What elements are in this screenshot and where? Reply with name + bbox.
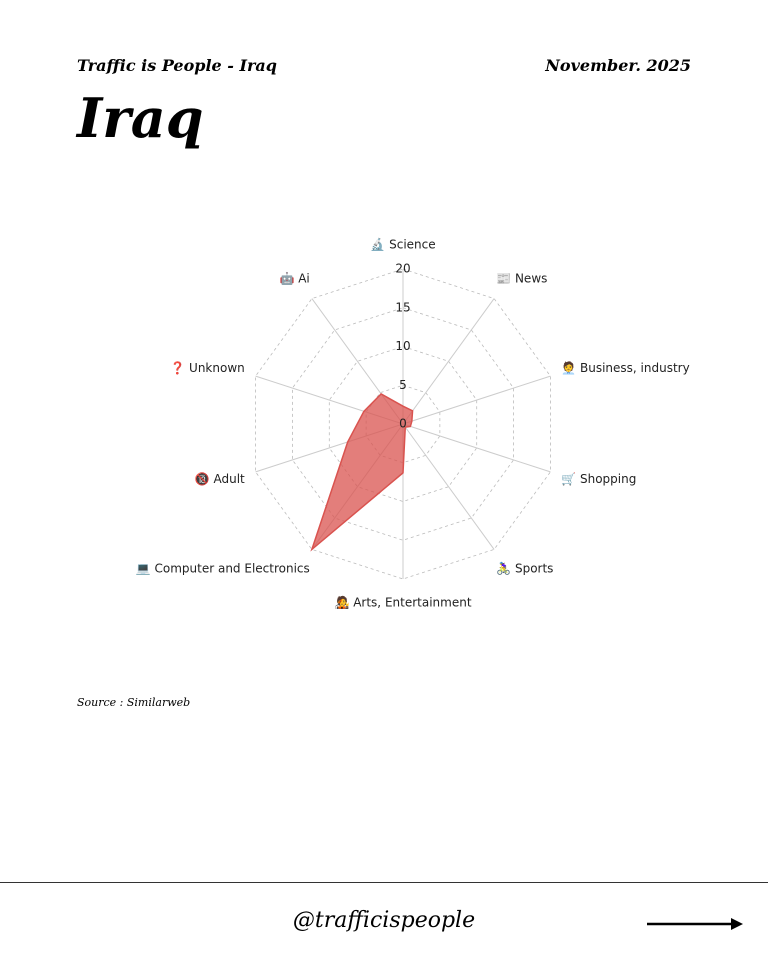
handle: @trafficispeople <box>292 908 476 933</box>
spoke <box>402 423 551 473</box>
grid-ring <box>255 268 551 580</box>
grid-ring <box>328 346 478 502</box>
axis-label: 🤖 Ai <box>279 272 309 286</box>
footer-rule <box>0 882 768 883</box>
axis-label: 🔬 Science <box>370 237 435 252</box>
axis-label: 🧑‍🎤 Arts, Entertainment <box>334 595 471 610</box>
r-tick-label: 0 <box>399 417 407 431</box>
axis-label: 📰 News <box>496 272 547 286</box>
next-arrow[interactable] <box>645 914 745 934</box>
r-tick-label: 5 <box>399 378 407 392</box>
axis-label: ❓ Unknown <box>170 361 244 375</box>
spoke <box>402 298 495 425</box>
axis-label: 🔞 Adult <box>195 472 245 486</box>
r-tick-label: 10 <box>395 339 410 353</box>
chart: 0 5 10 15 20 🔬 Science 📰 News 🧑‍💼 Business, ind… <box>136 237 690 610</box>
axis-label: 🚴‍♀️ Sports <box>496 561 553 575</box>
spoke <box>402 375 551 425</box>
radar-area <box>310 392 414 552</box>
axis-label: 🧑‍💼 Business, industry <box>561 360 689 375</box>
r-tick-label: 20 <box>395 262 410 276</box>
page-title: Iraq <box>77 86 204 150</box>
arrow-head <box>731 918 743 930</box>
r-tick-label: 15 <box>395 300 410 314</box>
date: November. 2025 <box>545 56 691 75</box>
spoke <box>402 423 495 550</box>
source: Source : Similarweb <box>77 696 191 709</box>
brand: Traffic is People - Iraq <box>77 56 277 75</box>
axis-label: 🛒 Shopping <box>561 472 636 486</box>
axis-label: 💻 Computer and Electronics <box>136 561 310 575</box>
